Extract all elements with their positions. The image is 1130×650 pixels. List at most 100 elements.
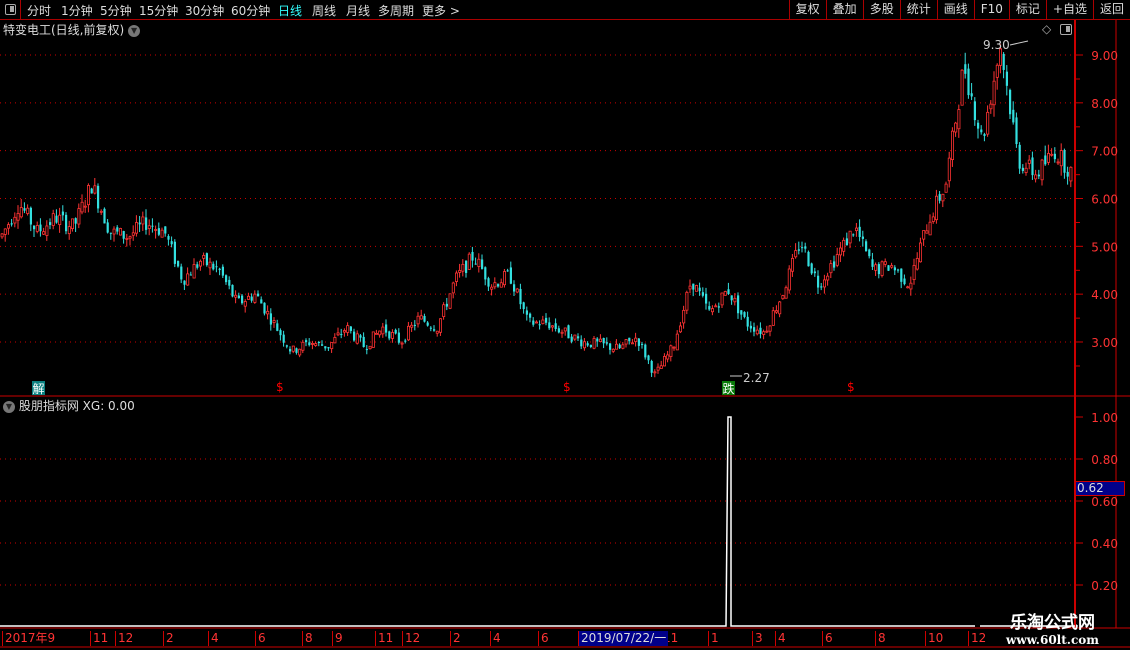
candle-body xyxy=(340,334,343,336)
signal-marker: $ xyxy=(847,380,855,394)
candle-body xyxy=(852,234,855,236)
period-tab[interactable]: 5分钟 xyxy=(100,4,132,18)
diamond-icon[interactable]: ◇ xyxy=(1042,22,1052,36)
period-tab[interactable]: 15分钟 xyxy=(139,4,179,18)
candle-body xyxy=(429,327,432,329)
price-tick-label: 3.00 xyxy=(1091,336,1118,350)
period-tab[interactable]: 多周期 xyxy=(378,4,415,18)
candle-body xyxy=(298,348,302,356)
toolbar-button[interactable]: 叠加 xyxy=(825,0,863,20)
candle-body xyxy=(333,337,337,344)
toolbar-button[interactable]: 复权 xyxy=(788,0,826,20)
candle-body xyxy=(295,348,298,353)
candle-body xyxy=(23,208,26,211)
candle-body xyxy=(781,295,785,300)
candle-body xyxy=(525,310,528,315)
candle-body xyxy=(291,345,295,352)
candle-body xyxy=(458,270,462,273)
candle-body xyxy=(42,231,46,235)
candle-body xyxy=(90,188,93,194)
toolbar-button[interactable]: 统计 xyxy=(899,0,937,20)
toolbar-button[interactable]: 多股 xyxy=(862,0,900,20)
candle-body xyxy=(471,251,474,261)
candle-body xyxy=(951,130,955,160)
candle-body xyxy=(445,303,448,307)
candle-body xyxy=(80,201,84,213)
period-tab[interactable]: 30分钟 xyxy=(185,4,225,18)
candle-body xyxy=(999,48,1003,66)
signal-marker-bg xyxy=(722,381,735,395)
candle-body xyxy=(497,284,500,287)
period-tab[interactable]: 周线 xyxy=(312,4,337,18)
candle-body xyxy=(682,309,686,324)
date-tick-label: 2 xyxy=(450,631,461,646)
candle-body xyxy=(310,342,314,345)
panel-toggle-icon[interactable] xyxy=(1060,24,1072,35)
toolbar-button[interactable]: 画线 xyxy=(936,0,974,20)
period-tab[interactable]: 1分钟 xyxy=(61,4,93,18)
period-tab[interactable]: 更多 > xyxy=(422,4,460,18)
candle-body xyxy=(67,226,71,235)
candle-body xyxy=(545,317,548,323)
candle-body xyxy=(900,268,903,282)
candle-body xyxy=(787,268,791,291)
candle-body xyxy=(112,228,116,235)
candle-body xyxy=(743,312,746,317)
candle-body xyxy=(644,344,647,358)
period-tab[interactable]: 60分钟 xyxy=(231,4,271,18)
chevron-down-icon[interactable]: ▼ xyxy=(128,24,141,37)
indicator-tick-label: 0.60 xyxy=(1091,495,1118,509)
candle-body xyxy=(740,310,743,315)
period-tab[interactable]: 日线 xyxy=(278,4,303,18)
candle-body xyxy=(688,285,692,290)
date-tick-label: 12 xyxy=(115,631,133,646)
candle-body xyxy=(1031,157,1034,176)
period-tab[interactable]: 分时 xyxy=(27,4,52,18)
chart-title: 特变电工(日线,前复权) xyxy=(3,23,125,37)
candle-body xyxy=(442,304,446,317)
candle-body xyxy=(529,313,532,318)
candle-body xyxy=(995,64,999,78)
candle-body xyxy=(477,258,481,267)
candle-body xyxy=(106,222,109,233)
toolbar-button[interactable]: 返回 xyxy=(1092,0,1130,20)
toolbar-button[interactable]: +自选 xyxy=(1045,0,1093,20)
chevron-down-icon[interactable]: ▼ xyxy=(3,400,15,413)
candle-body xyxy=(833,261,836,268)
candle-body xyxy=(423,315,426,322)
candle-body xyxy=(346,325,350,333)
candle-body xyxy=(727,289,730,294)
candle-body xyxy=(947,157,951,182)
candle-body xyxy=(141,216,145,225)
candle-body xyxy=(461,263,465,272)
candle-body xyxy=(871,259,874,267)
candle-body xyxy=(797,249,800,251)
date-tick-label: 12 xyxy=(968,631,986,646)
toolbar-button[interactable]: 标记 xyxy=(1008,0,1046,20)
candle-body xyxy=(45,225,49,236)
candle-body xyxy=(771,310,775,326)
candle-body xyxy=(1053,153,1056,160)
candle-body xyxy=(29,207,32,225)
indicator-tick-label: 0.40 xyxy=(1091,537,1118,551)
candle-body xyxy=(183,280,186,285)
candle-body xyxy=(567,325,570,339)
candle-body xyxy=(801,247,804,249)
candle-body xyxy=(861,236,864,239)
candle-body xyxy=(257,293,260,297)
price-tick-label: 7.00 xyxy=(1091,145,1118,159)
candle-body xyxy=(122,231,125,239)
candle-body xyxy=(279,330,282,336)
candle-body xyxy=(685,291,689,311)
candle-body xyxy=(1002,53,1005,70)
candle-body xyxy=(858,226,861,237)
candle-body xyxy=(580,339,583,347)
period-tab[interactable]: 月线 xyxy=(346,4,371,18)
sidebar-toggle-button[interactable] xyxy=(0,0,21,20)
toolbar-button[interactable]: F10 xyxy=(973,0,1009,20)
candle-body xyxy=(605,342,608,344)
candle-body xyxy=(513,284,516,292)
candle-body xyxy=(1009,89,1012,115)
price-tick-label: 6.00 xyxy=(1091,192,1118,206)
